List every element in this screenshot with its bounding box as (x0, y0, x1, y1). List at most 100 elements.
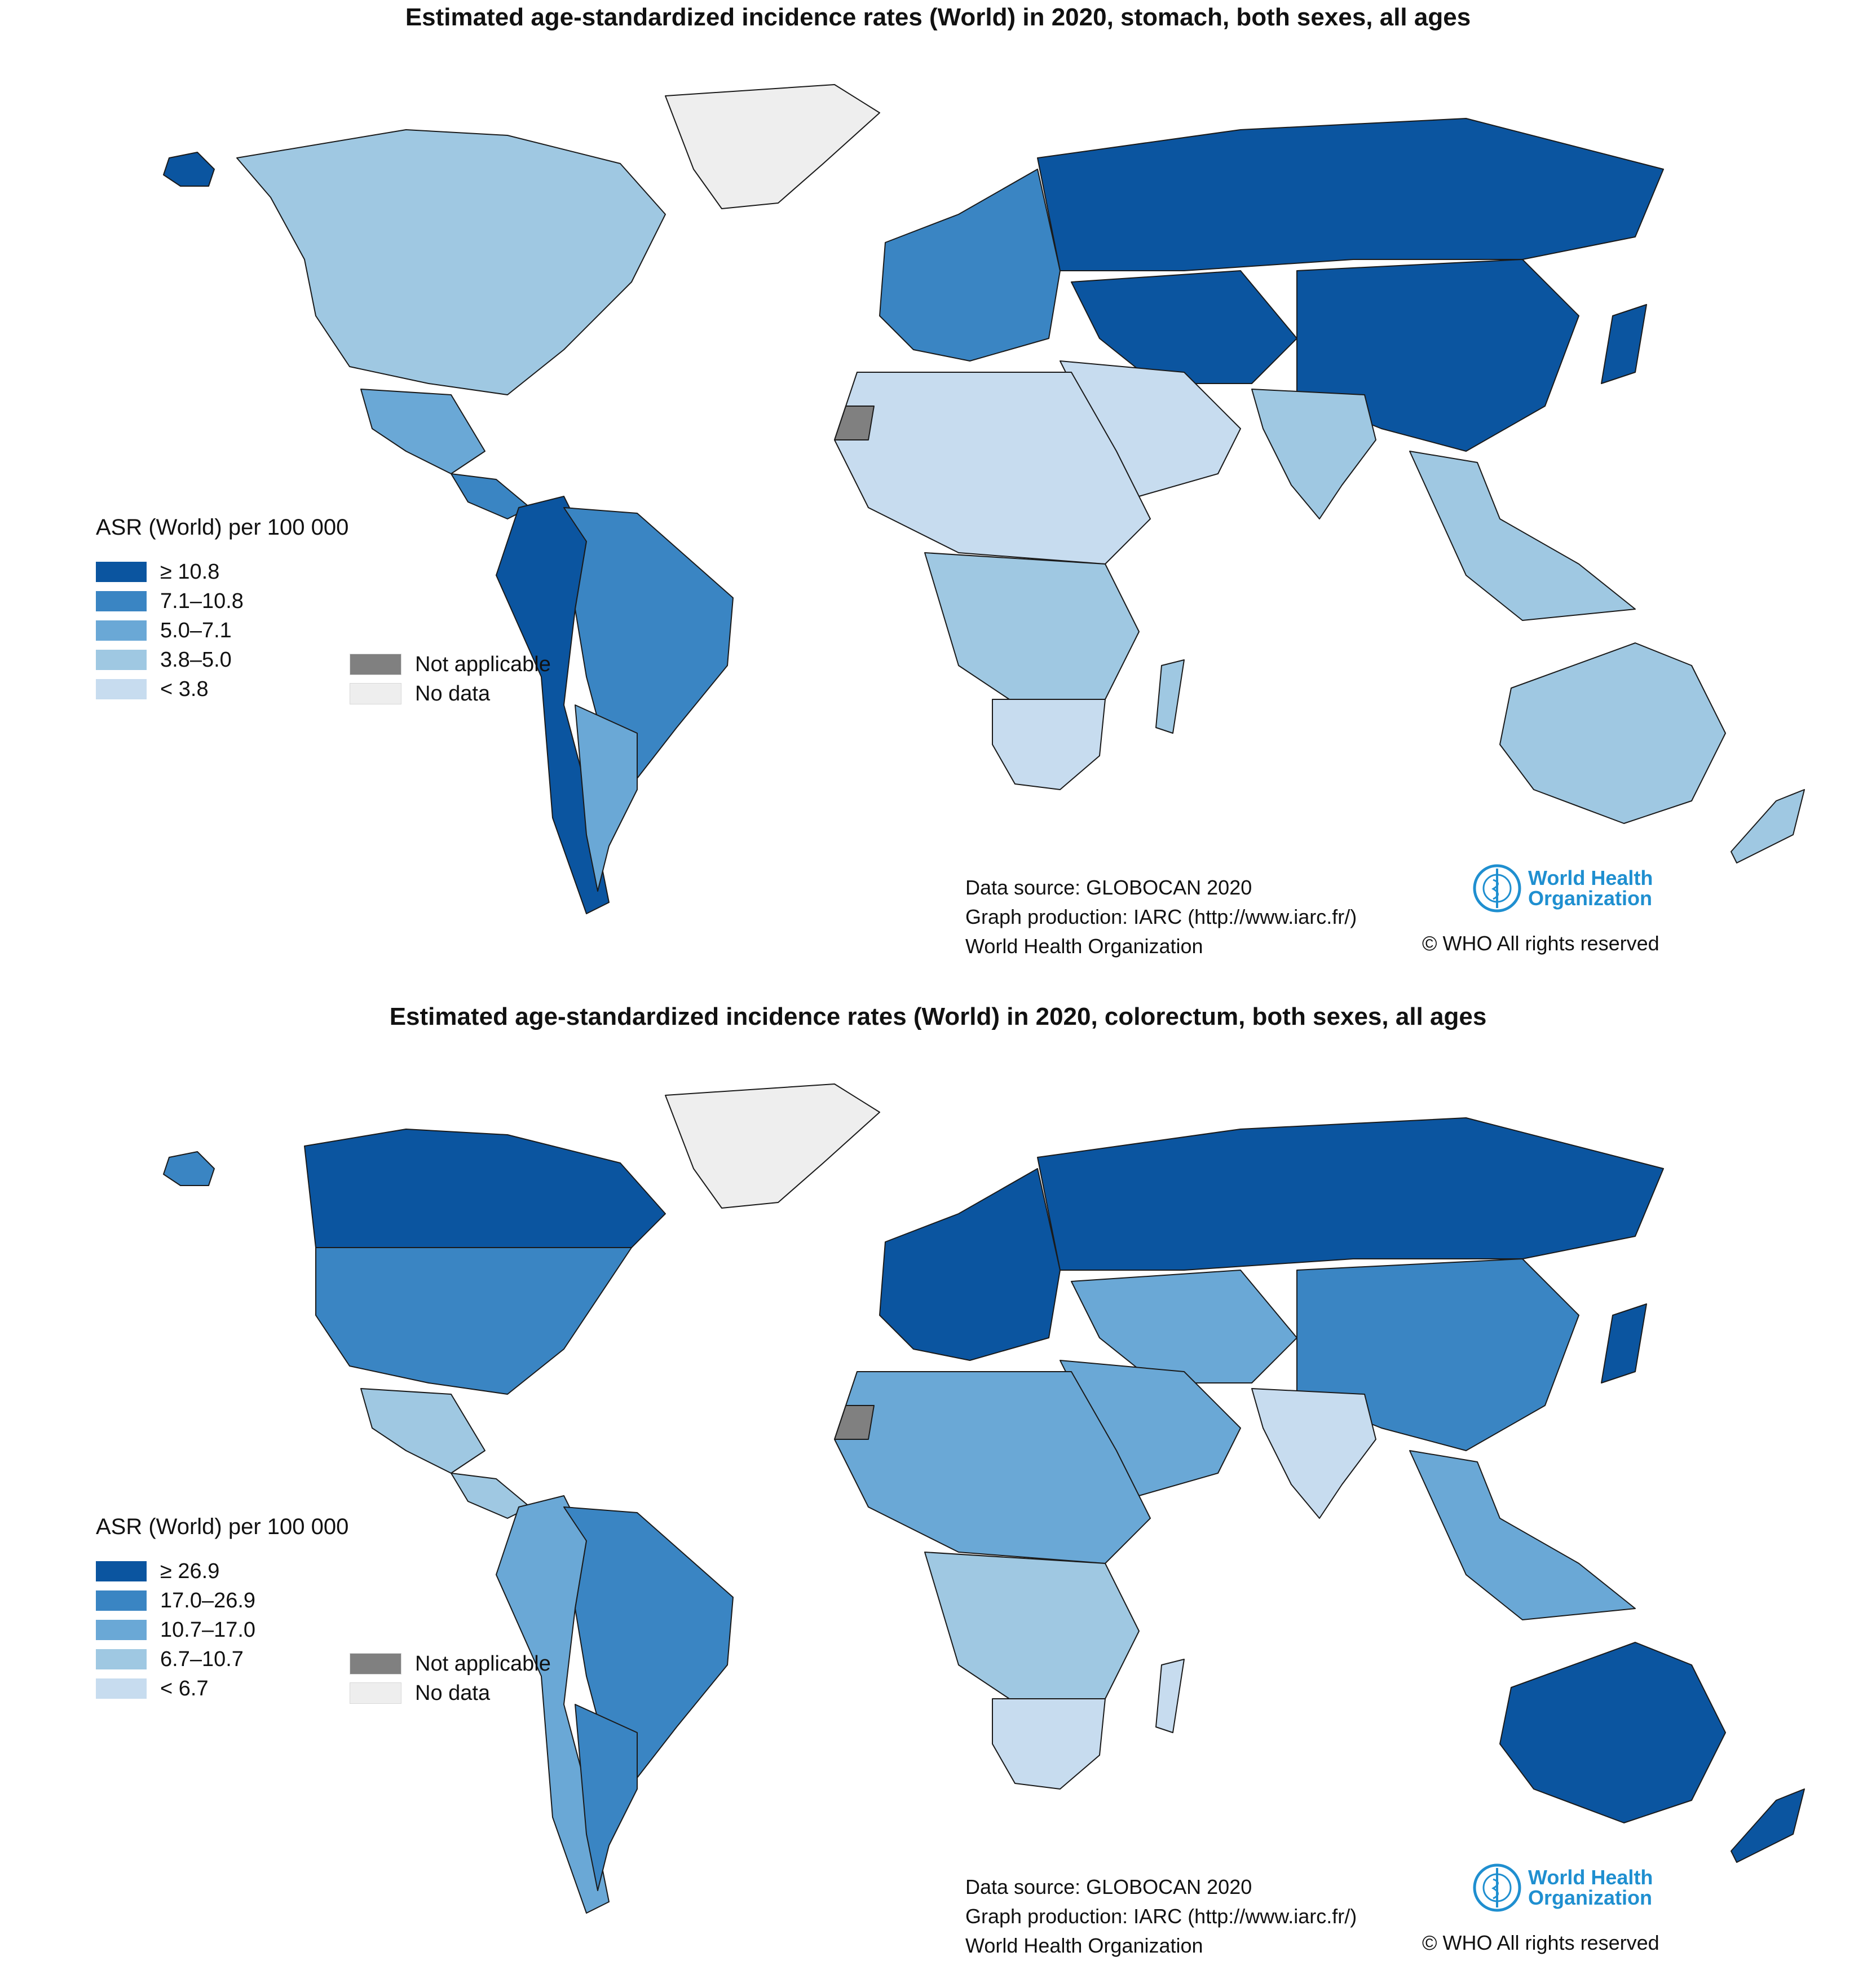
legend-title: ASR (World) per 100 000 (96, 515, 349, 540)
legend-item: Not applicable (350, 1649, 551, 1678)
legend-swatch (96, 562, 147, 582)
australia-region (1499, 1642, 1726, 1823)
united-states-region (315, 1247, 632, 1395)
new-zealand-region (1731, 789, 1805, 863)
legend-label: 6.7–10.7 (160, 1647, 244, 1671)
legend-swatch (96, 1678, 147, 1699)
southeast-asia-region (1409, 1450, 1636, 1620)
madagascar-region (1155, 659, 1185, 734)
legend-swatch (96, 650, 147, 670)
credit-line: Data source: GLOBOCAN 2020 (965, 876, 1252, 899)
central-asia-region (1071, 1270, 1297, 1383)
legend-item: 6.7–10.7 (96, 1645, 348, 1674)
stomach-map-panel: Estimated age-standardized incidence rat… (0, 0, 1876, 975)
legend-label: No data (415, 1681, 491, 1705)
legend: ASR (World) per 100 000 ≥ 10.8 7.1–10.8 … (96, 515, 348, 704)
legend-swatch (96, 1561, 147, 1581)
russia-region (1037, 1117, 1664, 1271)
legend-item: ≥ 26.9 (96, 1557, 348, 1586)
map-title: Estimated age-standardized incidence rat… (389, 1003, 1487, 1030)
legend-label: < 3.8 (160, 677, 209, 701)
canada-region (304, 1129, 666, 1248)
legend-item: 7.1–10.8 (96, 587, 348, 616)
legend-item: < 6.7 (96, 1674, 348, 1703)
europe-region (879, 1168, 1061, 1361)
legend-label: ≥ 26.9 (160, 1559, 220, 1583)
argentina-region (575, 1704, 638, 1891)
africa-south-region (992, 699, 1106, 790)
legend-item: < 3.8 (96, 675, 348, 704)
world-map-stomach (163, 84, 1805, 914)
legend: ASR (World) per 100 000 ≥ 26.9 17.0–26.9… (96, 1514, 348, 1703)
legend-label: 10.7–17.0 (160, 1618, 256, 1642)
central-asia-region (1071, 270, 1297, 384)
europe-region (879, 169, 1061, 362)
legend-swatch (350, 683, 401, 704)
who-logo: World Health Organization (1472, 1862, 1653, 1913)
legend-label: < 6.7 (160, 1676, 209, 1700)
legend-item: No data (350, 1678, 551, 1708)
credits: Data source: GLOBOCAN 2020 Graph product… (965, 1872, 1357, 1960)
japan-region (1601, 304, 1647, 384)
legend-item: No data (350, 679, 551, 708)
madagascar-region (1155, 1659, 1185, 1733)
who-logo-text: World Health Organization (1528, 868, 1653, 909)
japan-region (1601, 1303, 1647, 1383)
who-logo-line: World Health (1528, 866, 1653, 889)
australia-region (1499, 642, 1726, 824)
north-america-region (236, 129, 666, 395)
legend-label: ≥ 10.8 (160, 559, 220, 584)
legend-swatch (96, 1649, 147, 1669)
legend-swatch (96, 679, 147, 699)
legend-swatch (96, 1620, 147, 1640)
legend-swatch (96, 591, 147, 611)
rights-notice: © WHO All rights reserved (1422, 932, 1659, 955)
new-zealand-region (1731, 1788, 1805, 1863)
legend-swatch (96, 620, 147, 641)
legend-item: 3.8–5.0 (96, 645, 348, 675)
legend-label: Not applicable (415, 1651, 551, 1676)
who-emblem-icon (1473, 1863, 1521, 1912)
legend-swatch (350, 1653, 401, 1675)
legend-label: 5.0–7.1 (160, 618, 232, 642)
legend-swatch (96, 1590, 147, 1611)
western-sahara-region (834, 1405, 875, 1440)
credit-line: World Health Organization (965, 935, 1203, 958)
legend-title: ASR (World) per 100 000 (96, 1514, 349, 1539)
credit-line: Data source: GLOBOCAN 2020 (965, 1875, 1252, 1898)
africa-central-region (924, 552, 1140, 711)
southeast-asia-region (1409, 451, 1636, 621)
credit-line: Graph production: IARC (http://www.iarc.… (965, 1905, 1357, 1928)
greenland-region (665, 84, 880, 209)
argentina-region (575, 704, 638, 892)
who-logo: World Health Organization (1472, 863, 1653, 914)
who-emblem-icon (1473, 864, 1521, 913)
legend-swatch (350, 654, 401, 675)
legend-extra: Not applicable No data (350, 650, 551, 708)
western-sahara-region (834, 406, 875, 440)
credit-line: Graph production: IARC (http://www.iarc.… (965, 905, 1357, 928)
rights-notice: © WHO All rights reserved (1422, 1931, 1659, 1954)
credits: Data source: GLOBOCAN 2020 Graph product… (965, 873, 1357, 961)
who-logo-line: Organization (1528, 887, 1653, 910)
map-title: Estimated age-standardized incidence rat… (405, 3, 1471, 31)
colorectum-map-panel: Estimated age-standardized incidence rat… (0, 999, 1876, 1974)
mexico-region (360, 389, 485, 474)
who-logo-line: Organization (1528, 1886, 1653, 1909)
who-logo-text: World Health Organization (1528, 1867, 1653, 1908)
legend-item: 5.0–7.1 (96, 616, 348, 645)
india-region (1251, 389, 1376, 519)
africa-central-region (924, 1552, 1140, 1711)
legend-label: Not applicable (415, 652, 551, 676)
who-logo-line: World Health (1528, 1866, 1653, 1889)
legend-label: 3.8–5.0 (160, 647, 232, 672)
india-region (1251, 1388, 1376, 1519)
legend-label: 7.1–10.8 (160, 589, 244, 613)
alaska-region (163, 152, 215, 187)
legend-item: 17.0–26.9 (96, 1586, 348, 1615)
legend-item: Not applicable (350, 650, 551, 679)
legend-item: 10.7–17.0 (96, 1615, 348, 1645)
greenland-region (665, 1083, 880, 1209)
legend-label: 17.0–26.9 (160, 1588, 256, 1612)
mexico-region (360, 1388, 485, 1474)
